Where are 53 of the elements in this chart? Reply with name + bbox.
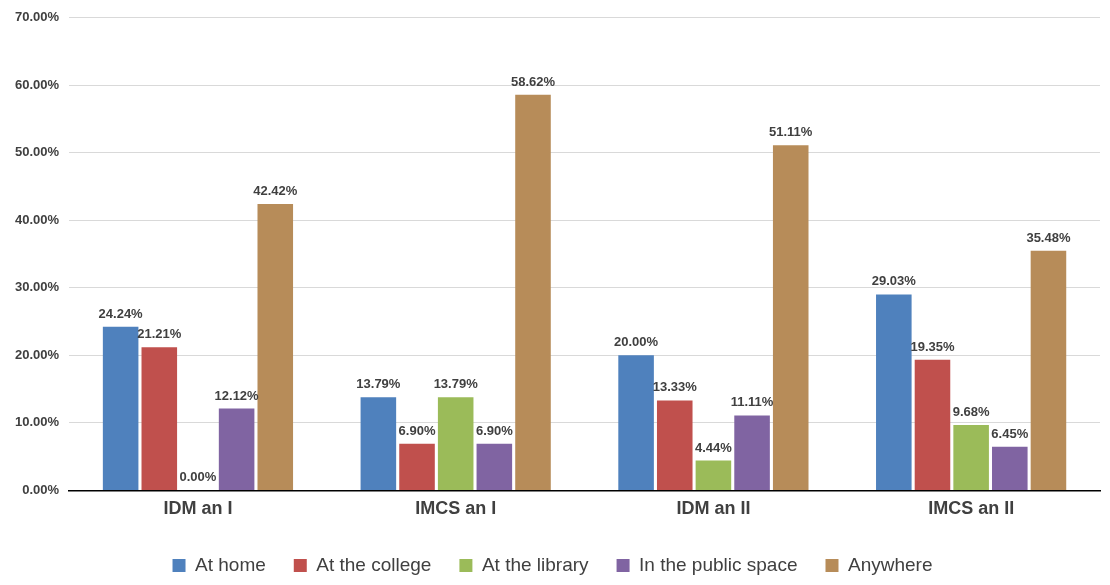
bar: [1030, 250, 1067, 490]
text: 29.03%: [871, 273, 916, 289]
legend-label: At the library: [481, 553, 590, 575]
text: 6.90%: [398, 422, 436, 438]
bar: [656, 400, 693, 490]
bar: [515, 94, 551, 490]
text: 51.11%: [769, 124, 813, 140]
text: 20.00%: [614, 334, 659, 350]
bar: [876, 294, 912, 490]
bar: [218, 408, 255, 490]
text: 42.42%: [253, 183, 298, 199]
text: 13.79%: [356, 376, 401, 392]
bar: [953, 425, 989, 490]
x-tick-label: IMCS an I: [415, 498, 497, 519]
text: 0.00%: [179, 469, 217, 485]
text: 24.24%: [98, 305, 143, 321]
x-tick-label: IDM an II: [676, 498, 751, 519]
text: 6.90%: [475, 422, 513, 438]
x-tick-label: IMCS an II: [928, 498, 1015, 519]
text: 11.11%: [730, 394, 774, 410]
bar: [476, 443, 513, 490]
y-tick-label: 0.00%: [22, 481, 60, 497]
bar: [102, 326, 139, 490]
text: 35.48%: [1026, 229, 1071, 245]
bar: [772, 145, 809, 490]
bar: [914, 359, 951, 490]
bar: [141, 347, 178, 490]
y-tick-label: 70.00%: [15, 9, 60, 25]
y-tick-label: 30.00%: [15, 279, 60, 295]
legend-label: Anywhere: [848, 553, 933, 575]
bar: [360, 397, 397, 490]
text: 13.79%: [433, 376, 478, 392]
y-tick-label: 20.00%: [15, 346, 60, 362]
bar: [618, 355, 654, 490]
y-tick-label: 10.00%: [15, 414, 60, 430]
bar: [437, 397, 474, 490]
bar: [734, 415, 770, 490]
legend-label: At home: [195, 553, 266, 575]
text: 6.45%: [991, 425, 1029, 441]
bar: [399, 443, 435, 490]
x-tick-label: IDM an I: [163, 498, 233, 519]
y-tick-label: 50.00%: [15, 144, 60, 160]
text: 19.35%: [910, 338, 955, 354]
y-tick-label: 40.00%: [15, 211, 60, 227]
legend-label: In the public space: [639, 553, 798, 575]
bar: [257, 204, 294, 490]
bar: [695, 460, 732, 490]
text: 4.44%: [694, 439, 732, 455]
bar: [992, 446, 1028, 490]
text: 9.68%: [952, 404, 990, 420]
y-tick-label: 60.00%: [15, 76, 60, 92]
legend-label: At the college: [316, 553, 432, 575]
text: 58.62%: [510, 73, 556, 89]
